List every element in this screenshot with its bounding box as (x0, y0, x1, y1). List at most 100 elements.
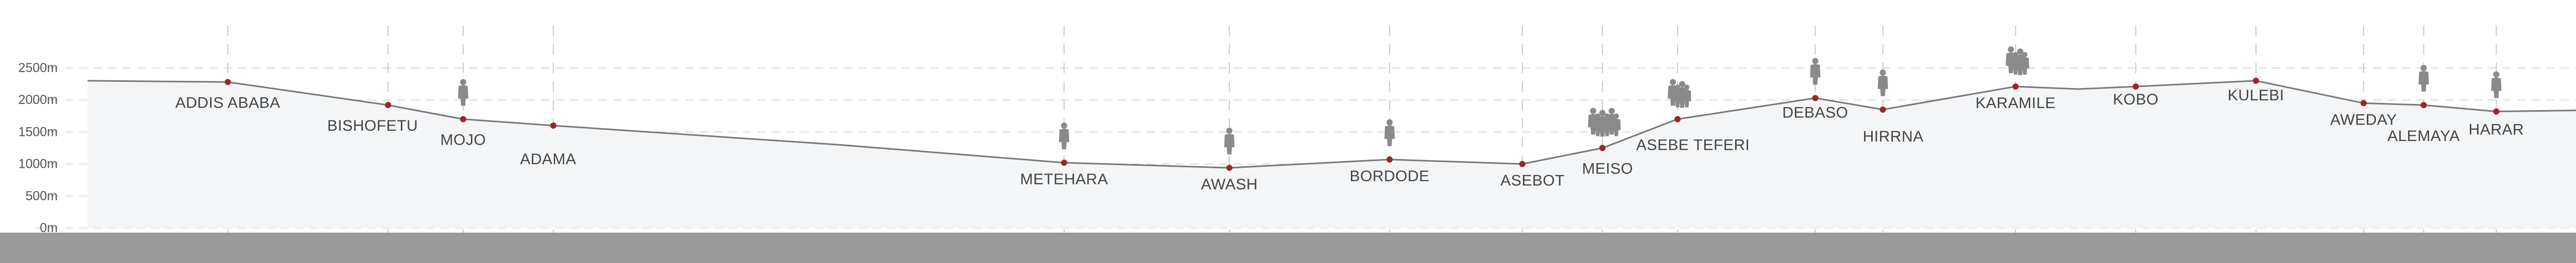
person-head (2493, 71, 2500, 78)
station-marker (2012, 83, 2019, 90)
person-icon (2011, 51, 2020, 75)
station-marker (1226, 165, 1233, 171)
station-label: HARAR (2469, 121, 2524, 138)
person-body (1612, 118, 1621, 136)
station-markers (225, 77, 2500, 171)
person-head (1670, 79, 1676, 85)
person-body (1673, 90, 1682, 108)
y-tick-label: 1000m (19, 157, 58, 171)
person-head (1812, 58, 1819, 64)
station-label: KULEBI (2228, 87, 2284, 104)
person-head (1879, 69, 1886, 76)
person-body (1224, 134, 1235, 155)
person-body (2418, 71, 2429, 92)
person-icon (1612, 113, 1621, 136)
station-label: BISHOFETU (327, 117, 418, 134)
person-icon (458, 79, 468, 106)
person-icon (1673, 84, 1682, 108)
station-marker (1519, 161, 1526, 167)
person-head (460, 79, 466, 85)
station-label: MOJO (440, 132, 486, 149)
station-label: DEBASO (1782, 104, 1848, 121)
person-body (2011, 57, 2020, 75)
station-marker (460, 116, 466, 122)
station-marker (1599, 145, 1606, 151)
station-marker (385, 102, 392, 109)
station-marker (225, 79, 231, 85)
person-head (2013, 51, 2019, 58)
station-labels: ADDIS ABABA BISHOFETU MOJO ADAMA METEHARA AWA… (175, 87, 2524, 193)
person-head (1608, 108, 1615, 114)
person-icon (1682, 84, 1691, 108)
station-label: ADAMA (520, 151, 576, 168)
person-icon (2020, 51, 2029, 75)
station-marker (550, 122, 556, 129)
person-head (2017, 48, 2024, 55)
person-head (2420, 65, 2427, 72)
station-label: ASEBOT (1500, 172, 1565, 189)
person-head (1590, 108, 1597, 114)
person-icon (1810, 58, 1821, 85)
person-body (2491, 77, 2502, 98)
profile-area-layer (88, 80, 2576, 228)
station-label: BORDODE (1350, 168, 1430, 185)
person-icon (1384, 119, 1395, 146)
person-icon (1059, 122, 1070, 150)
person-body (1593, 118, 1602, 136)
station-label: HIRRNA (1863, 128, 1924, 145)
station-marker (2420, 102, 2427, 109)
person-icon (1593, 113, 1602, 136)
ground-band (0, 233, 2576, 263)
station-marker (1061, 160, 1067, 166)
person-head (1679, 81, 1686, 87)
person-head (1386, 119, 1393, 126)
station-label: METEHARA (1020, 171, 1108, 188)
station-label: MEISO (1582, 161, 1633, 178)
person-head (1604, 113, 1610, 119)
person-icon (1224, 128, 1235, 155)
station-marker (1674, 116, 1681, 122)
person-body (1059, 129, 1070, 150)
person-head (1061, 122, 1067, 129)
y-tick-label: 2500m (19, 61, 58, 75)
person-head (1595, 113, 1601, 119)
y-tick-label: 500m (25, 189, 58, 203)
station-label: KARAMILE (1975, 95, 2056, 112)
station-label: AWASH (1201, 176, 1258, 193)
person-icon (2491, 71, 2502, 98)
profile-line (87, 80, 2576, 169)
person-head (1599, 110, 1606, 116)
person-body (1877, 75, 1888, 96)
station-marker (1879, 106, 1886, 113)
profile-area (88, 80, 2576, 228)
person-icon (1877, 69, 1888, 96)
person-head (1226, 128, 1233, 134)
station-marker (2493, 108, 2500, 115)
station-label: ADDIS ABABA (175, 94, 280, 111)
person-body (1810, 64, 1821, 85)
station-marker (2252, 77, 2259, 84)
station-label: ASEBE TEFERI (1636, 137, 1750, 154)
station-marker (2360, 100, 2367, 107)
station-marker (1386, 156, 1393, 163)
person-icon (1602, 113, 1612, 136)
y-tick-label: 1500m (19, 125, 58, 139)
person-body (1384, 125, 1395, 146)
station-label: ALEMAYA (2387, 128, 2460, 145)
profile-line-layer (87, 80, 2576, 169)
person-body (2020, 57, 2029, 75)
station-label: AWEDAY (2330, 111, 2397, 128)
person-body (1682, 90, 1691, 108)
person-body (458, 85, 468, 106)
population-icons (458, 46, 2502, 155)
person-head (2008, 46, 2014, 53)
person-icon (2418, 65, 2429, 92)
person-body (1602, 118, 1612, 136)
person-head (1684, 84, 1690, 90)
y-tick-label: 2000m (19, 93, 58, 107)
station-marker (1812, 95, 1819, 101)
person-head (1675, 84, 1681, 90)
station-label: KOBO (2113, 91, 2159, 108)
